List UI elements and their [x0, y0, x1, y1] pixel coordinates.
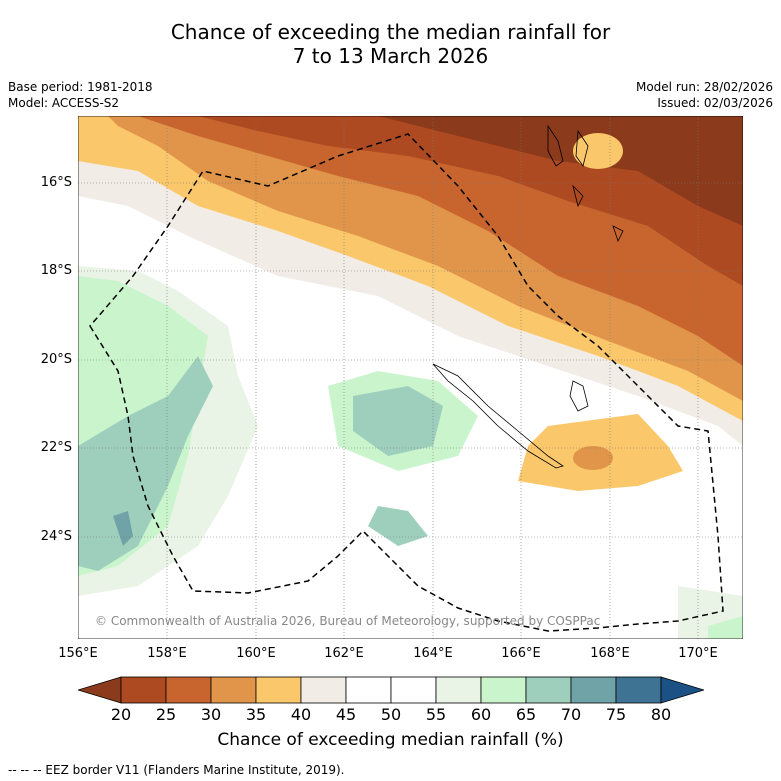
colorbar-segment [570, 676, 617, 704]
colorbar-label: Chance of exceeding median rainfall (%) [217, 730, 564, 750]
eez-border [89, 133, 724, 632]
warm-spot-vanuatu [573, 133, 623, 169]
colorbar-tick: 80 [650, 705, 672, 724]
base-period: Base period: 1981-2018 [8, 80, 153, 94]
model-run: Model run: 28/02/2026 [635, 80, 773, 94]
meta-left: Base period: 1981-2018 Model: ACCESS-S2 [8, 79, 153, 111]
lat-label-24s: 24°S [40, 529, 72, 544]
colorbar-tick: 75 [605, 705, 627, 724]
colorbar-tick: 40 [290, 705, 312, 724]
lon-label-160e: 160°E [236, 646, 276, 661]
colorbar-segment [435, 676, 482, 704]
colorbar-segment [525, 676, 572, 704]
lon-label-168e: 168°E [590, 646, 630, 661]
new-caledonia [432, 363, 564, 469]
colorbar-tick: 70 [560, 705, 582, 724]
colorbar-segment [300, 676, 347, 704]
colorbar-tick: 35 [245, 705, 267, 724]
lon-label-162e: 162°E [324, 646, 364, 661]
colorbar-arrow-high [660, 676, 704, 704]
colorbar-tick: 65 [515, 705, 537, 724]
colorbar-segment [255, 676, 302, 704]
colorbar-tick: 60 [470, 705, 492, 724]
map-title-line1: Chance of exceeding the median rainfall … [170, 20, 611, 44]
colorbar-tick: 25 [155, 705, 177, 724]
lon-label-170e: 170°E [678, 646, 718, 661]
colorbar-tick: 30 [200, 705, 222, 724]
colorbar-segment [615, 676, 662, 704]
colorbar-tick: 50 [380, 705, 402, 724]
colorbar-tick: 45 [335, 705, 357, 724]
zone-70-west [78, 356, 213, 571]
colorbar-arrow-low [78, 676, 122, 704]
colorbar-segment [210, 676, 257, 704]
lat-label-18s: 18°S [40, 263, 72, 278]
colorbar-tick: 20 [110, 705, 132, 724]
lat-label-16s: 16°S [40, 175, 72, 190]
colorbar [78, 676, 704, 704]
lat-label-20s: 20°S [40, 352, 72, 367]
rainfall-map [78, 116, 743, 639]
meta-right: Model run: 28/02/2026 Issued: 02/03/2026 [636, 79, 773, 111]
lon-label-166e: 166°E [501, 646, 541, 661]
model-name: Model: ACCESS-S2 [8, 96, 120, 110]
colorbar-tick: 55 [425, 705, 447, 724]
colorbar-segment [120, 676, 167, 704]
eez-legend: -- -- -- EEZ border V11 (Flanders Marine… [8, 763, 345, 777]
zone-70-central [353, 386, 443, 456]
zone-15 [378, 116, 743, 226]
colorbar-segment [345, 676, 392, 704]
colorbar-segment [480, 676, 527, 704]
colorbar-segment [165, 676, 212, 704]
colorbar-segment [390, 676, 437, 704]
lon-label-164e: 164°E [413, 646, 453, 661]
copyright-notice: © Commonwealth of Australia 2026, Bureau… [95, 614, 601, 628]
lon-label-156e: 156°E [58, 646, 98, 661]
lat-label-22s: 22°S [40, 440, 72, 455]
vanuatu [547, 124, 624, 243]
map-title-line2: 7 to 13 March 2026 [292, 44, 489, 68]
lon-label-158e: 158°E [147, 646, 187, 661]
issued-date: Issued: 02/03/2026 [657, 96, 773, 110]
